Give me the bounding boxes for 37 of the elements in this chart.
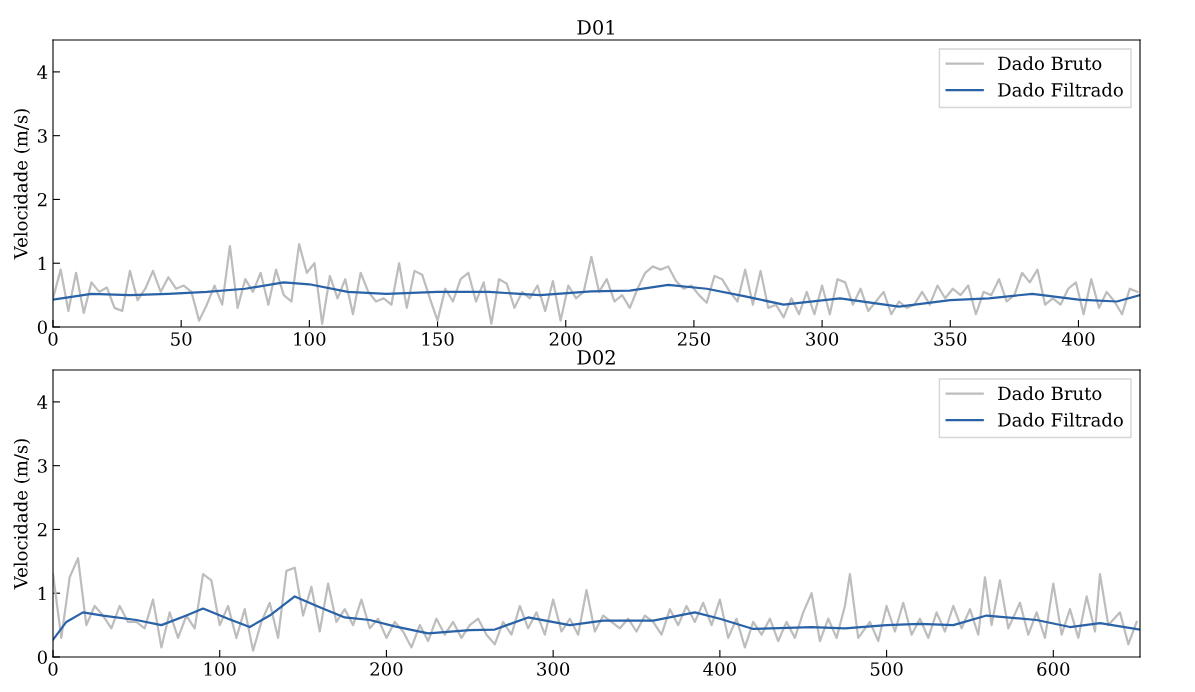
line-series (53, 595, 1140, 641)
x-tick-label: 50 (171, 332, 192, 346)
x-tick-label: 500 (870, 662, 903, 676)
x-tick-label: 0 (48, 662, 58, 676)
x-tick-label: 100 (204, 662, 236, 676)
y-tick-label: 2 (37, 522, 47, 537)
y-tick-label: 0 (37, 320, 47, 335)
y-axis-title: Velocidade (m/s) (13, 439, 31, 590)
x-tick-label: 200 (370, 662, 403, 676)
legend-label: Dado Filtrado (998, 82, 1123, 97)
x-tick-label: 350 (934, 332, 967, 346)
x-tick-label: 150 (422, 332, 454, 346)
y-tick-label: 2 (37, 192, 47, 207)
legend-label: Dado Bruto (998, 56, 1102, 71)
chart-title: D01 (577, 20, 614, 35)
x-tick-label: 300 (537, 662, 570, 676)
y-tick-label: 4 (37, 395, 48, 409)
x-tick-label: 300 (806, 332, 839, 346)
y-tick-label: 4 (37, 65, 48, 79)
line-series (53, 557, 1138, 652)
y-tick-label: 3 (38, 129, 47, 143)
x-tick-label: 600 (1037, 662, 1070, 676)
legend-label: Dado Bruto (998, 386, 1102, 401)
x-tick-label: 400 (1061, 332, 1095, 346)
y-tick-label: 1 (38, 586, 46, 601)
line-series (53, 281, 1140, 308)
y-tick-label: 3 (38, 459, 47, 473)
y-tick-label: 0 (37, 650, 47, 665)
x-tick-label: 200 (549, 332, 582, 346)
x-tick-label: 250 (677, 332, 710, 346)
x-tick-label: 0 (48, 332, 58, 346)
y-tick-label: 1 (38, 256, 46, 271)
y-axis-title: Velocidade (m/s) (13, 109, 31, 260)
x-tick-label: 100 (294, 332, 326, 346)
chart-title: D02 (577, 350, 615, 365)
legend-label: Dado Filtrado (998, 412, 1123, 427)
x-tick-label: 400 (703, 662, 736, 676)
